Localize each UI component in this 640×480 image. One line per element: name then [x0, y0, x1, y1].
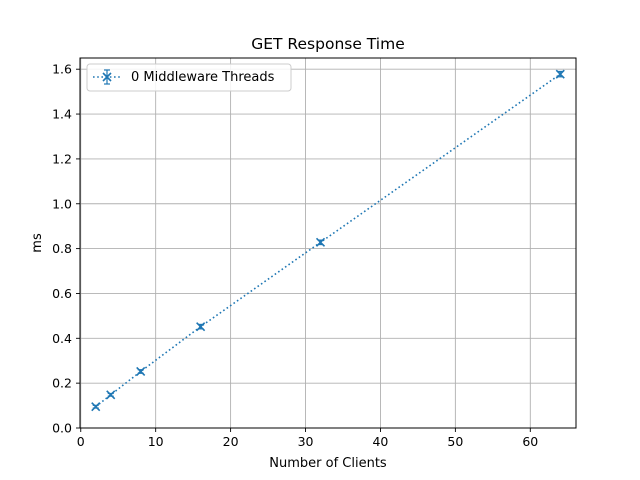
x-tick-label: 20 — [223, 434, 239, 449]
y-tick-label: 0.0 — [52, 421, 72, 436]
data-point-marker — [91, 402, 101, 412]
y-tick-label: 1.6 — [52, 62, 72, 77]
y-tick-label: 0.4 — [52, 331, 72, 346]
data-point-marker — [106, 390, 116, 400]
x-tick-label: 10 — [148, 434, 164, 449]
y-tick-label: 1.0 — [52, 196, 72, 211]
legend: 0 Middleware Threads — [86, 63, 292, 92]
x-tick-label: 50 — [447, 434, 463, 449]
x-axis-label: Number of Clients — [269, 456, 387, 471]
x-tick-label: 30 — [298, 434, 314, 449]
legend-box — [86, 63, 292, 92]
plot-frame — [79, 57, 577, 429]
chart-title: GET Response Time — [251, 35, 405, 53]
plot-series — [91, 69, 565, 412]
y-tick-label: 1.2 — [52, 151, 72, 166]
y-axis-label: ms — [30, 233, 45, 253]
x-tick-label: 60 — [522, 434, 538, 449]
y-tick-label: 0.6 — [52, 286, 72, 301]
data-point-marker — [136, 366, 146, 377]
y-tick-label: 0.8 — [52, 241, 72, 256]
x-axis-ticks: 0 10 20 30 40 50 60 — [77, 428, 538, 449]
x-tick-label: 40 — [372, 434, 388, 449]
data-point-marker — [315, 237, 326, 247]
data-point-marker — [196, 322, 206, 332]
data-point-marker — [555, 69, 565, 79]
legend-label: 0 Middleware Threads — [131, 70, 275, 85]
y-tick-label: 0.2 — [52, 376, 72, 391]
legend-marker-x — [102, 72, 112, 82]
y-tick-label: 1.4 — [52, 107, 72, 122]
y-axis-ticks: 0.0 0.2 0.4 0.6 0.8 1.0 1.2 1.4 1.6 — [52, 62, 80, 436]
x-tick-label: 0 — [77, 434, 85, 449]
